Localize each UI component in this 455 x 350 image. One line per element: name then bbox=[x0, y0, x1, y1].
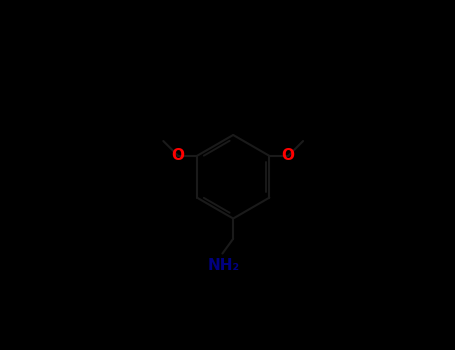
Text: NH₂: NH₂ bbox=[207, 258, 240, 273]
Text: O: O bbox=[282, 148, 295, 163]
Text: O: O bbox=[172, 148, 185, 163]
